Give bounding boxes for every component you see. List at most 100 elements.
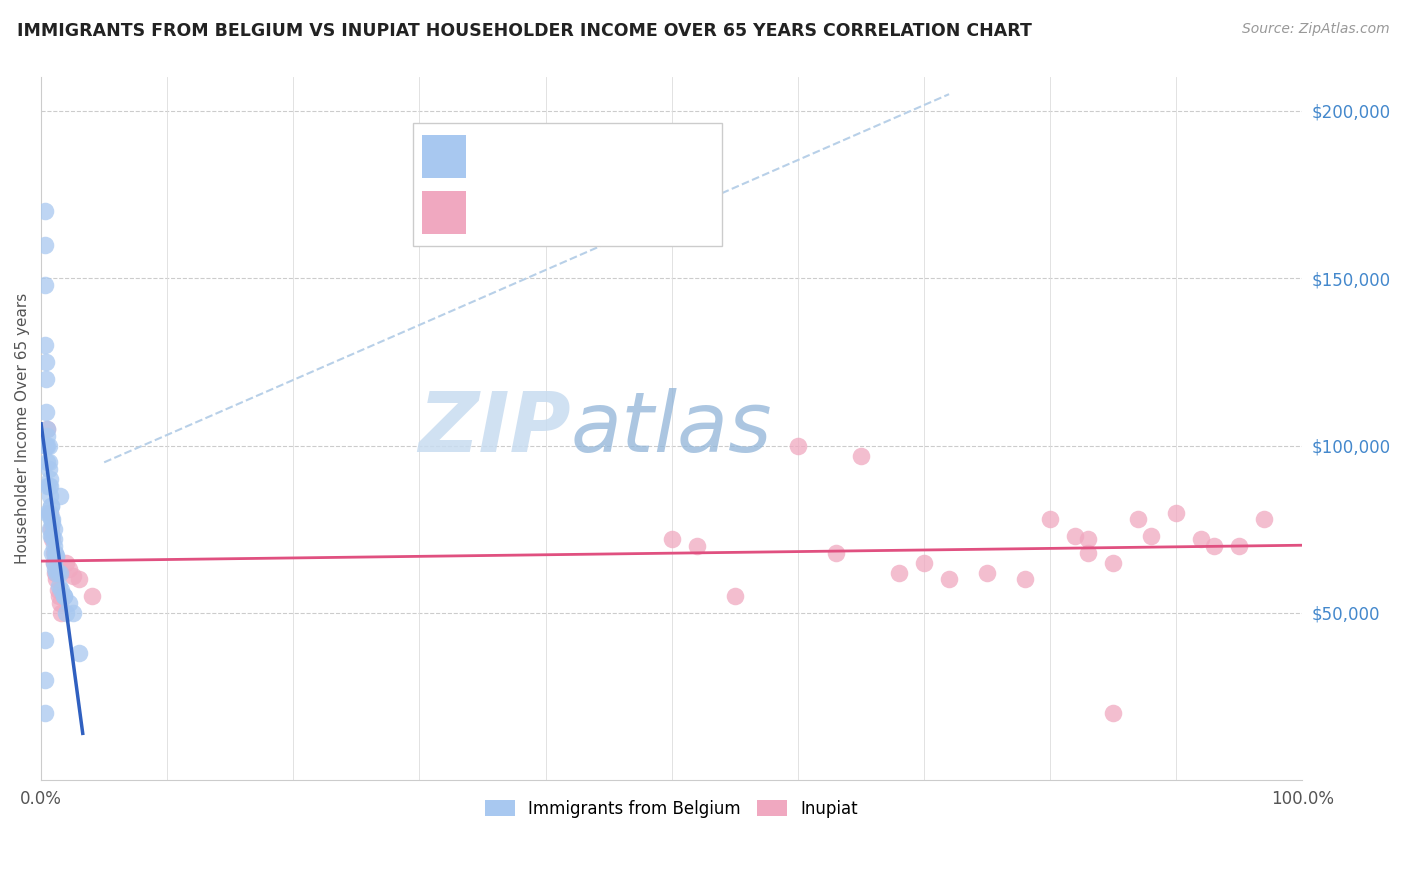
Point xyxy=(976,566,998,580)
Point xyxy=(45,549,67,563)
Point xyxy=(35,355,58,369)
Point xyxy=(52,589,75,603)
Point xyxy=(48,579,70,593)
Point xyxy=(49,596,72,610)
Point xyxy=(49,489,72,503)
Point xyxy=(45,573,67,587)
Point xyxy=(39,529,62,543)
Point xyxy=(67,646,90,660)
Point xyxy=(38,479,60,493)
Point xyxy=(44,546,66,560)
Point xyxy=(724,589,747,603)
Point xyxy=(37,439,59,453)
Point xyxy=(41,516,63,530)
Point xyxy=(1140,529,1163,543)
Point xyxy=(34,338,56,352)
Point xyxy=(67,573,90,587)
Point xyxy=(51,582,73,597)
Point xyxy=(62,569,84,583)
Point xyxy=(39,506,62,520)
Point xyxy=(38,455,60,469)
Point xyxy=(1064,529,1087,543)
Point xyxy=(824,546,846,560)
Point xyxy=(55,606,77,620)
Point xyxy=(38,439,60,453)
Point xyxy=(39,512,62,526)
Point xyxy=(44,566,66,580)
Text: atlas: atlas xyxy=(571,388,772,469)
Point xyxy=(1077,533,1099,547)
Point xyxy=(35,372,58,386)
Text: IMMIGRANTS FROM BELGIUM VS INUPIAT HOUSEHOLDER INCOME OVER 65 YEARS CORRELATION : IMMIGRANTS FROM BELGIUM VS INUPIAT HOUSE… xyxy=(17,22,1032,40)
Point xyxy=(41,529,63,543)
Point xyxy=(42,533,65,547)
Point xyxy=(52,589,75,603)
Point xyxy=(41,512,63,526)
Point xyxy=(35,439,58,453)
Point xyxy=(1128,512,1150,526)
Point xyxy=(34,277,56,292)
Point xyxy=(37,479,59,493)
Point xyxy=(42,546,65,560)
Point xyxy=(39,499,62,513)
Point xyxy=(1253,512,1275,526)
Text: ZIP: ZIP xyxy=(418,388,571,469)
Point xyxy=(44,562,66,576)
Point xyxy=(42,539,65,553)
Point xyxy=(39,489,62,503)
Point xyxy=(39,479,62,493)
Point xyxy=(45,566,67,580)
Point xyxy=(41,546,63,560)
Text: Source: ZipAtlas.com: Source: ZipAtlas.com xyxy=(1241,22,1389,37)
Point xyxy=(37,422,59,436)
Point xyxy=(39,472,62,486)
Point xyxy=(37,422,59,436)
Point xyxy=(62,606,84,620)
Point xyxy=(849,449,872,463)
Point xyxy=(38,506,60,520)
Point xyxy=(686,539,709,553)
Point xyxy=(1102,556,1125,570)
Point xyxy=(39,499,62,513)
Point xyxy=(887,566,910,580)
Point xyxy=(661,533,683,547)
Point xyxy=(42,556,65,570)
Point xyxy=(80,589,103,603)
Point xyxy=(912,556,935,570)
Point xyxy=(39,522,62,536)
Point xyxy=(34,237,56,252)
Point xyxy=(39,506,62,520)
Point xyxy=(58,562,80,576)
Point xyxy=(786,439,808,453)
Legend: Immigrants from Belgium, Inupiat: Immigrants from Belgium, Inupiat xyxy=(478,793,865,825)
Point xyxy=(55,556,77,570)
Point xyxy=(41,533,63,547)
Point xyxy=(48,589,70,603)
Y-axis label: Householder Income Over 65 years: Householder Income Over 65 years xyxy=(15,293,30,565)
Point xyxy=(58,596,80,610)
Point xyxy=(1102,706,1125,721)
Point xyxy=(37,506,59,520)
Point xyxy=(37,455,59,469)
Point xyxy=(39,522,62,536)
Point xyxy=(1227,539,1250,553)
Point xyxy=(938,573,960,587)
Point xyxy=(42,522,65,536)
Point xyxy=(35,405,58,419)
Point xyxy=(1014,573,1036,587)
Point xyxy=(38,462,60,476)
Point xyxy=(1077,546,1099,560)
Point xyxy=(34,706,56,721)
Point xyxy=(34,204,56,219)
Point xyxy=(34,673,56,687)
Point xyxy=(42,556,65,570)
Point xyxy=(46,566,69,580)
Point xyxy=(46,582,69,597)
Point xyxy=(1202,539,1225,553)
Point xyxy=(34,632,56,647)
Point xyxy=(49,566,72,580)
Point xyxy=(1039,512,1062,526)
Point xyxy=(1164,506,1187,520)
Point xyxy=(51,606,73,620)
Point xyxy=(37,428,59,442)
